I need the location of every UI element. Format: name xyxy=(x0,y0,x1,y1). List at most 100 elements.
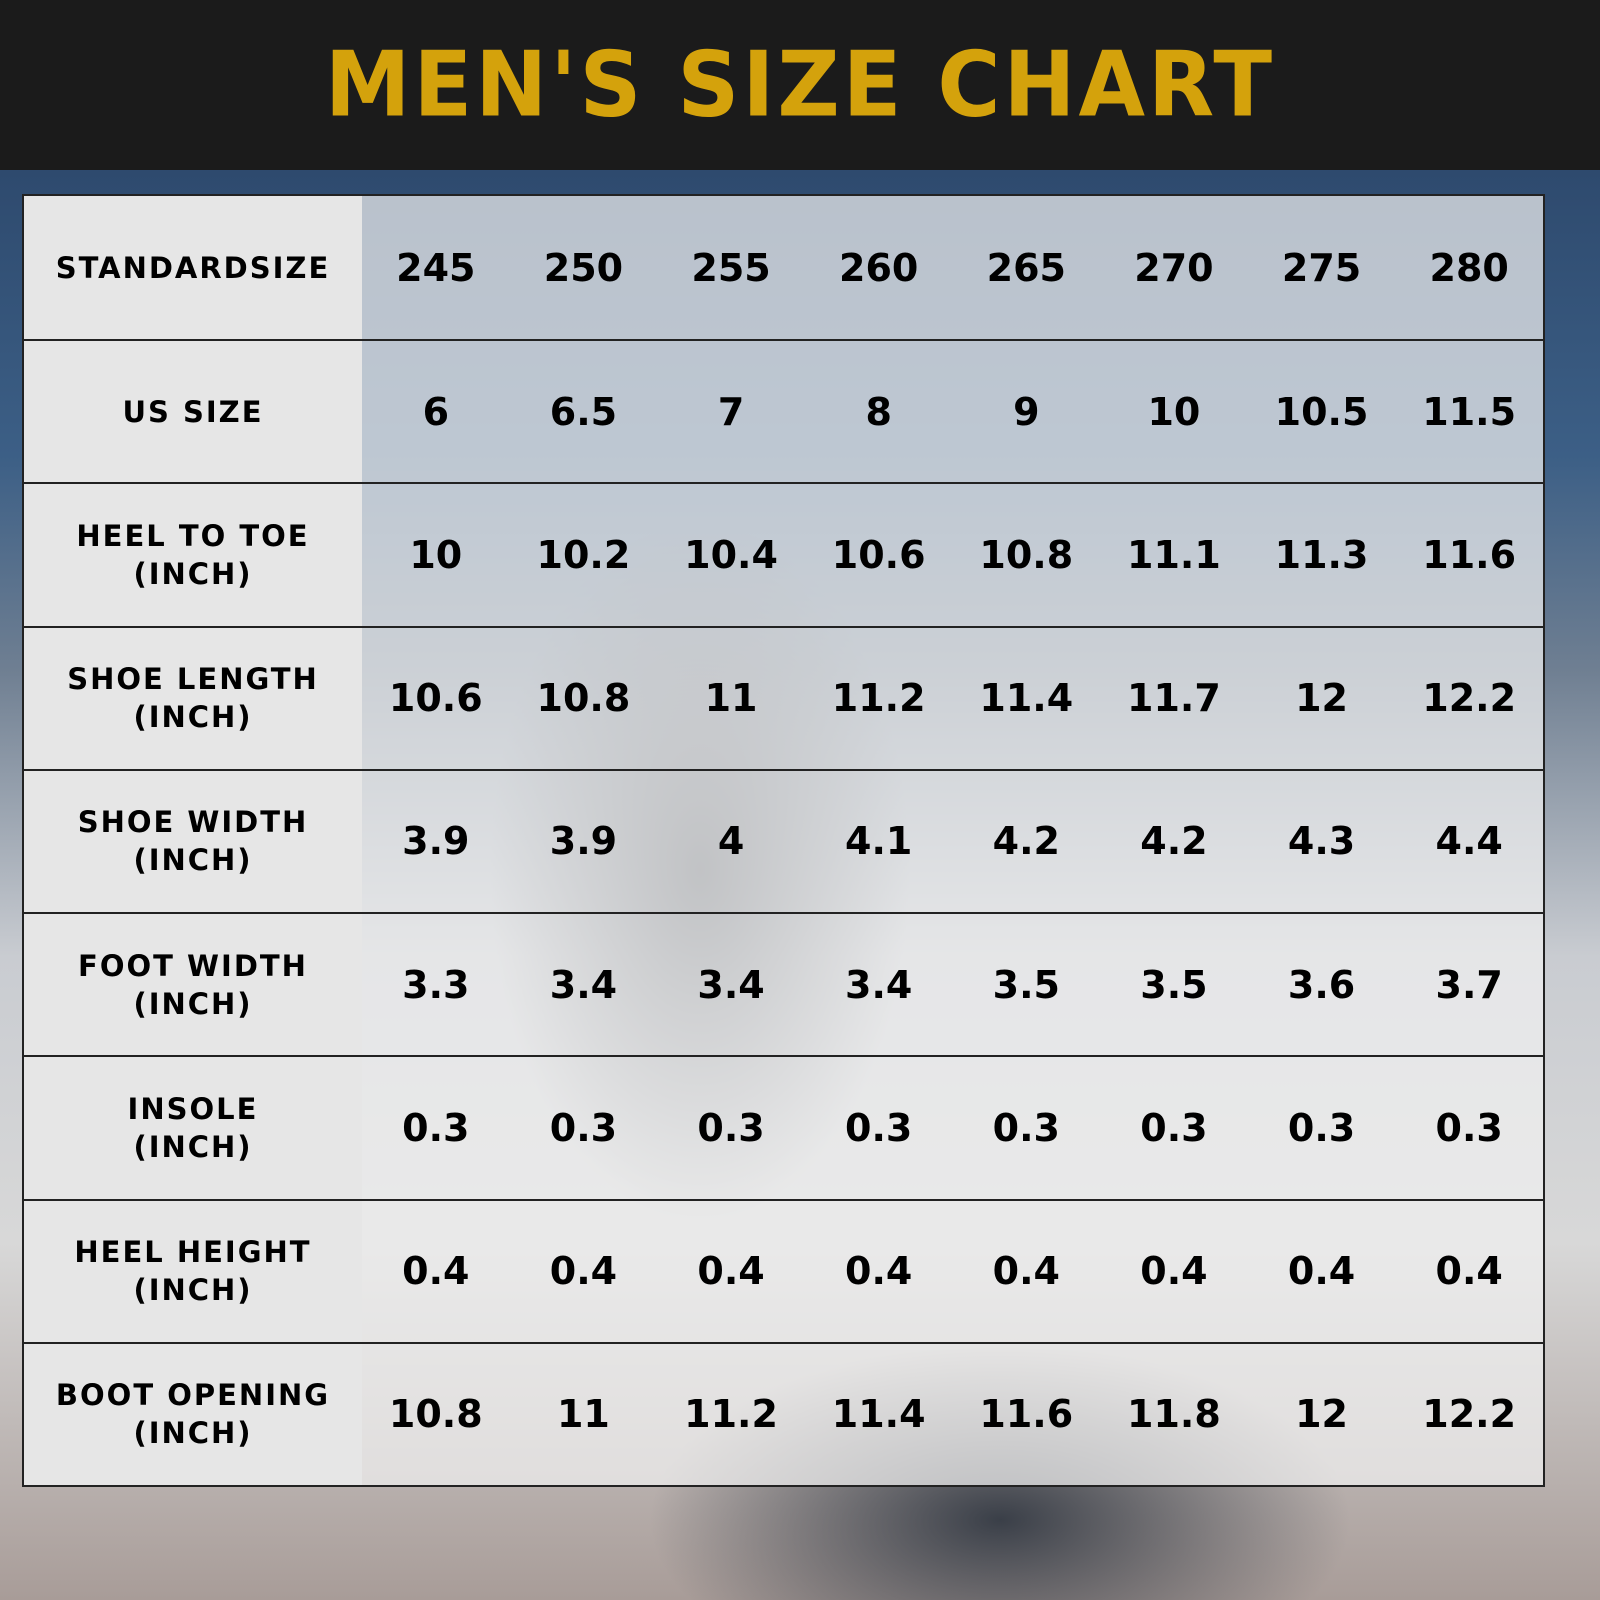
table-cell: 9 xyxy=(952,341,1101,483)
table-cell: 11.2 xyxy=(657,1343,805,1485)
table-cell: 10.6 xyxy=(362,627,510,769)
row-label: US SIZE xyxy=(24,341,362,483)
table-cell: 11.4 xyxy=(804,1343,953,1485)
table-cell: 6 xyxy=(362,341,510,483)
table-cell: 10.6 xyxy=(804,484,953,626)
table-row: SHOE LENGTH (INCH) 10.6 10.8 11 11.2 11.4 11.7 1… xyxy=(24,625,1543,769)
table-cell: 0.4 xyxy=(362,1200,510,1342)
table-cell: 0.3 xyxy=(362,1057,510,1199)
table-cell: 0.4 xyxy=(657,1200,805,1342)
table-row: INSOLE (INCH) 0.3 0.3 0.3 0.3 0.3 0.3 0.3 0.3 xyxy=(24,1055,1543,1199)
table-cell: 0.3 xyxy=(1395,1057,1543,1199)
table-cell: 4.2 xyxy=(1100,770,1248,913)
row-label: STANDARDSIZE xyxy=(24,196,362,340)
table-cell: 3.4 xyxy=(804,914,953,1056)
table-cell: 3.3 xyxy=(362,914,510,1056)
table-cell: 3.7 xyxy=(1395,914,1543,1056)
table-cell: 4.3 xyxy=(1247,770,1396,913)
table-cell: 280 xyxy=(1395,196,1543,340)
row-label-text: HEEL HEIGHT xyxy=(74,1235,312,1270)
row-unit: (INCH) xyxy=(133,986,253,1021)
header-banner: MEN'S SIZE CHART xyxy=(0,0,1600,170)
table-cell: 0.3 xyxy=(657,1057,805,1199)
table-cell: 0.3 xyxy=(509,1057,658,1199)
table-cell: 4.4 xyxy=(1395,770,1543,913)
table-cell: 11 xyxy=(509,1343,658,1485)
row-label: SHOE WIDTH (INCH) xyxy=(24,770,362,913)
row-unit: (INCH) xyxy=(133,843,253,878)
table-row: US SIZE 6 6.5 7 8 9 10 10.5 11.5 xyxy=(24,339,1543,483)
row-label: HEEL HEIGHT (INCH) xyxy=(24,1200,362,1342)
row-label: SHOE LENGTH (INCH) xyxy=(24,627,362,769)
table-cell: 0.3 xyxy=(1247,1057,1396,1199)
table-cell: 0.4 xyxy=(1247,1200,1396,1342)
row-label: BOOT OPENING (INCH) xyxy=(24,1343,362,1485)
row-label-text: FOOT WIDTH xyxy=(78,948,308,983)
table-cell: 11 xyxy=(657,627,805,769)
row-unit: (INCH) xyxy=(133,557,253,592)
table-cell: 270 xyxy=(1100,196,1248,340)
row-unit: (INCH) xyxy=(133,1129,253,1164)
table-cell: 4.1 xyxy=(804,770,953,913)
table-cell: 0.4 xyxy=(509,1200,658,1342)
table-cell: 255 xyxy=(657,196,805,340)
row-label-text: US SIZE xyxy=(122,394,264,429)
table-cell: 11.6 xyxy=(952,1343,1101,1485)
table-cell: 3.6 xyxy=(1247,914,1396,1056)
table-row: STANDARDSIZE 245 250 255 260 265 270 275 280 xyxy=(24,196,1543,340)
table-cell: 4 xyxy=(657,770,805,913)
size-chart-table: STANDARDSIZE 245 250 255 260 265 270 275 280 US S… xyxy=(22,194,1545,1487)
table-cell: 250 xyxy=(509,196,658,340)
table-cell: 11.1 xyxy=(1100,484,1248,626)
table-cell: 245 xyxy=(362,196,510,340)
table-cell: 10.8 xyxy=(509,627,658,769)
table-cell: 12 xyxy=(1247,1343,1396,1485)
table-cell: 4.2 xyxy=(952,770,1101,913)
table-cell: 0.3 xyxy=(1100,1057,1248,1199)
row-unit: (INCH) xyxy=(133,1416,253,1451)
table-cell: 10.2 xyxy=(509,484,658,626)
row-label: INSOLE (INCH) xyxy=(24,1057,362,1199)
table-cell: 260 xyxy=(804,196,953,340)
table-cell: 11.7 xyxy=(1100,627,1248,769)
table-cell: 6.5 xyxy=(509,341,658,483)
table-row: HEEL HEIGHT (INCH) 0.4 0.4 0.4 0.4 0.4 0.4 0.4 0.… xyxy=(24,1198,1543,1342)
row-unit: (INCH) xyxy=(133,700,253,735)
table-cell: 10 xyxy=(1100,341,1248,483)
table-cell: 275 xyxy=(1247,196,1396,340)
page-title: MEN'S SIZE CHART xyxy=(324,32,1276,138)
table-cell: 3.4 xyxy=(657,914,805,1056)
table-cell: 3.4 xyxy=(509,914,658,1056)
table-cell: 11.8 xyxy=(1100,1343,1248,1485)
table-cell: 0.3 xyxy=(804,1057,953,1199)
table-cell: 11.4 xyxy=(952,627,1101,769)
table-cell: 10 xyxy=(362,484,510,626)
table-cell: 10.4 xyxy=(657,484,805,626)
table-cell: 0.3 xyxy=(952,1057,1101,1199)
table-cell: 12.2 xyxy=(1395,627,1543,769)
row-label-text: SHOE WIDTH xyxy=(77,805,309,840)
table-cell: 7 xyxy=(657,341,805,483)
table-cell: 10.8 xyxy=(952,484,1101,626)
row-label-text: SHOE LENGTH xyxy=(67,662,319,697)
table-cell: 3.9 xyxy=(509,770,658,913)
table-cell: 10.8 xyxy=(362,1343,510,1485)
table-row: BOOT OPENING (INCH) 10.8 11 11.2 11.4 11.6 11.8… xyxy=(24,1341,1543,1485)
table-cell: 3.5 xyxy=(952,914,1101,1056)
row-label-text: STANDARDSIZE xyxy=(55,250,331,285)
table-cell: 12.2 xyxy=(1395,1343,1543,1485)
table-cell: 11.5 xyxy=(1395,341,1543,483)
table-cell: 3.9 xyxy=(362,770,510,913)
table-cell: 10.5 xyxy=(1247,341,1396,483)
row-unit: (INCH) xyxy=(133,1273,253,1308)
row-label: FOOT WIDTH (INCH) xyxy=(24,914,362,1056)
row-label-text: HEEL TO TOE xyxy=(76,519,310,554)
table-row: SHOE WIDTH (INCH) 3.9 3.9 4 4.1 4.2 4.2 4.3 4.4 xyxy=(24,768,1543,913)
table-cell: 0.4 xyxy=(952,1200,1101,1342)
table-cell: 0.4 xyxy=(1395,1200,1543,1342)
table-cell: 12 xyxy=(1247,627,1396,769)
row-label-text: BOOT OPENING xyxy=(55,1378,331,1413)
table-cell: 0.4 xyxy=(1100,1200,1248,1342)
table-row: HEEL TO TOE (INCH) 10 10.2 10.4 10.6 10.8 11.1 1… xyxy=(24,482,1543,626)
table-cell: 0.4 xyxy=(804,1200,953,1342)
